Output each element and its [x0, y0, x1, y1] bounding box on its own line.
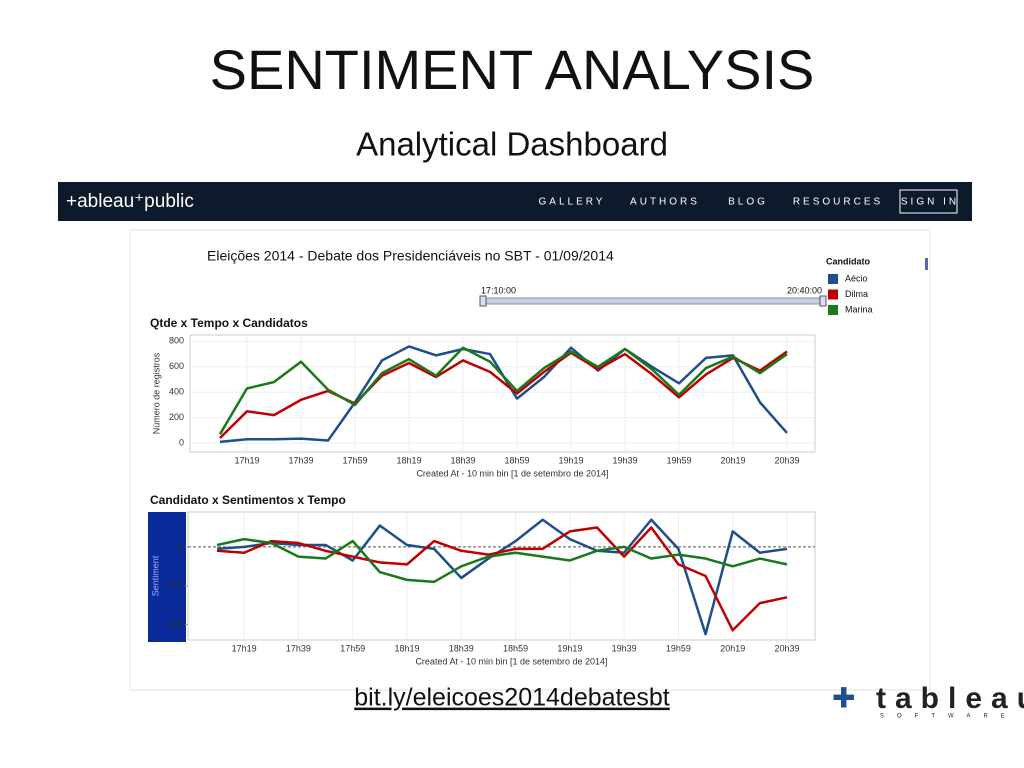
brand-tagline: SOFTWARE — [880, 714, 1018, 720]
y-tick-label: 0 — [177, 541, 182, 551]
slide-title: SENTIMENT ANALYSIS — [210, 38, 815, 101]
y-tick-label: 200 — [169, 412, 184, 422]
y-tick-label: -200 — [164, 619, 182, 629]
sign-in[interactable]: SIGN IN — [901, 197, 959, 208]
x-tick-label: 18h59 — [503, 643, 528, 653]
chart-title: Qtde x Tempo x Candidatos — [150, 316, 308, 330]
range-end: 20:40:00 — [787, 285, 822, 295]
x-axis-label: Created At - 10 min bin [1 de setembro d… — [416, 468, 608, 478]
slider-thumb[interactable] — [819, 295, 827, 307]
legend-swatch — [828, 274, 838, 284]
x-tick-label: 17h19 — [234, 455, 259, 465]
x-tick-label: 19h19 — [557, 643, 582, 653]
series-line — [216, 537, 788, 584]
logo[interactable]: +ableau⁺public — [66, 191, 194, 212]
x-tick-label: 18h39 — [450, 455, 475, 465]
x-tick-label: 17h19 — [232, 643, 257, 653]
x-tick-label: 20h19 — [720, 643, 745, 653]
nav-item[interactable]: AUTHORS — [630, 197, 700, 208]
nav-item[interactable]: BLOG — [728, 197, 768, 208]
link[interactable]: bit.ly/eleicoes2014debatesbt — [354, 684, 670, 712]
series-line — [216, 526, 788, 632]
legend-label: Aécio — [845, 273, 868, 283]
y-tick-label: 800 — [169, 336, 184, 346]
x-tick-label: 20h19 — [720, 455, 745, 465]
x-tick-label: 18h59 — [504, 455, 529, 465]
chart-title: Candidato x Sentimentos x Tempo — [150, 493, 346, 507]
brand-name: tableau — [876, 682, 1024, 715]
x-tick-label: 19h59 — [666, 643, 691, 653]
legend-swatch — [828, 305, 838, 315]
x-tick-label: 18h19 — [396, 455, 421, 465]
x-tick-label: 19h39 — [612, 455, 637, 465]
x-tick-label: 17h39 — [286, 643, 311, 653]
y-tick-label: 0 — [179, 437, 184, 447]
range-slider[interactable] — [483, 297, 823, 305]
plot-area — [189, 334, 816, 453]
x-tick-label: 20h39 — [774, 643, 799, 653]
slide-subtitle: Analytical Dashboard — [356, 126, 668, 163]
range-start: 17:10:00 — [481, 285, 516, 295]
sign-in-box[interactable] — [899, 189, 958, 214]
series-line — [218, 346, 788, 435]
x-tick-label: 19h39 — [612, 643, 637, 653]
dashboard-title: Eleições 2014 - Debate dos Presidenciáve… — [207, 248, 614, 264]
x-tick-label: 18h39 — [449, 643, 474, 653]
nav-item[interactable]: RESOURCES — [793, 197, 883, 208]
navbar — [58, 182, 972, 221]
legend-swatch — [828, 289, 838, 300]
slider-thumb[interactable] — [479, 295, 487, 307]
legend-title: Candidato — [826, 256, 871, 266]
ylabel-box — [148, 512, 186, 642]
legend-label: Dilma — [845, 289, 868, 299]
x-tick-label: 19h59 — [666, 455, 691, 465]
x-tick-label: 20h39 — [774, 455, 799, 465]
y-axis-label: Sentiment — [150, 555, 160, 596]
x-tick-label: 17h39 — [288, 455, 313, 465]
y-tick-label: -100 — [164, 580, 182, 590]
y-tick-label: 400 — [169, 387, 184, 397]
y-tick-label: 600 — [169, 361, 184, 371]
nav-item[interactable]: GALLERY — [539, 197, 606, 208]
y-axis-label: Número de registros — [151, 352, 161, 434]
x-tick-label: 17h59 — [340, 643, 365, 653]
series-line — [216, 518, 788, 636]
x-tick-label: 18h19 — [394, 643, 419, 653]
scrollbar[interactable] — [925, 258, 928, 270]
series-line — [219, 350, 788, 439]
legend-label: Marina — [845, 304, 873, 314]
brand-icon: ✚ — [832, 682, 855, 713]
x-axis-label: Created At - 10 min bin [1 de setembro d… — [415, 656, 607, 666]
x-tick-label: 17h59 — [342, 455, 367, 465]
x-tick-label: 19h19 — [558, 455, 583, 465]
